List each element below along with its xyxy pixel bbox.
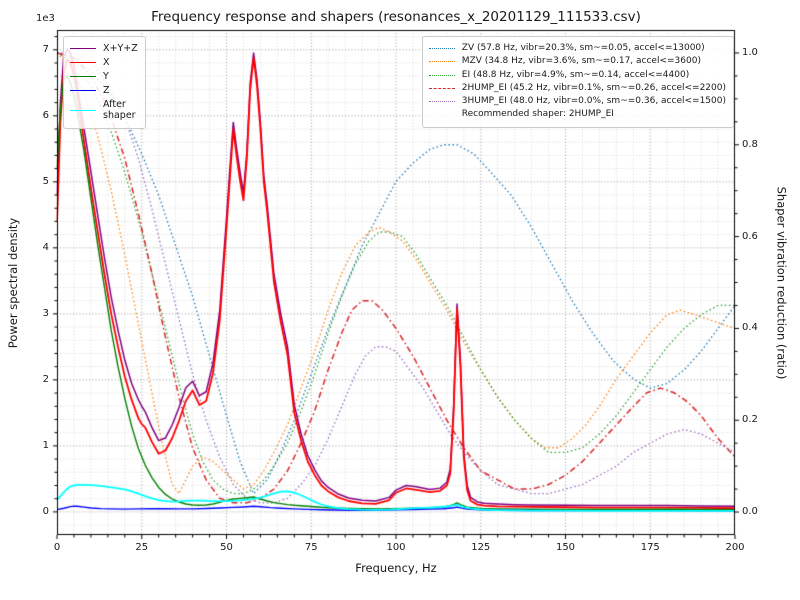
y-axis-offset-text: 1e3: [36, 13, 55, 24]
chart-title: Frequency response and shapers (resonanc…: [151, 9, 641, 25]
legend-label: MZV (34.8 Hz, vibr=3.6%, sm~=0.17, accel…: [461, 56, 701, 67]
x-tick-label: 75: [304, 542, 318, 553]
legend-label: X: [103, 56, 110, 68]
legend-line-sample: [428, 87, 455, 89]
legend-item: ZV (57.8 Hz, vibr=20.3%, sm~=0.05, accel…: [428, 43, 726, 54]
x-axis-label: Frequency, Hz: [355, 561, 437, 575]
legend-line-sample: [70, 109, 96, 111]
legend-item: X: [70, 57, 138, 69]
legend-label: 2HUMP_EI (45.2 Hz, vibr=0.1%, sm~=0.26, …: [461, 82, 726, 93]
legend-line-sample: [428, 74, 455, 76]
legend-item: Recommended shaper: 2HUMP_EI: [429, 109, 726, 120]
y-left-tick-label: 7: [42, 43, 49, 55]
y-right-tick-label: 0.0: [742, 506, 758, 518]
y-left-tick-label: 6: [42, 109, 49, 121]
legend-label: After shaper: [103, 98, 136, 122]
legend-spacer: [429, 114, 455, 115]
legend-line-sample: [70, 62, 96, 64]
x-tick-label: 150: [555, 542, 576, 553]
y-right-tick-label: 0.4: [742, 322, 758, 334]
legend-item: EI (48.8 Hz, vibr=4.9%, sm~=0.14, accel<…: [428, 69, 726, 81]
y-axis-label-right: Shaper vibration reduction (ratio): [774, 186, 789, 379]
legend-shapers: ZV (57.8 Hz, vibr=20.3%, sm~=0.05, accel…: [421, 36, 734, 128]
legend-item: 2HUMP_EI (45.2 Hz, vibr=0.1%, sm~=0.26, …: [428, 82, 726, 94]
y-left-tick-label: 0: [42, 505, 49, 517]
legend-line-sample: [70, 48, 96, 50]
y-left-tick-label: 2: [42, 373, 49, 385]
legend-item: X+Y+Z: [70, 43, 138, 55]
x-tick-label: 50: [220, 542, 233, 553]
y-left-tick-label: 4: [42, 241, 49, 253]
x-tick-label: 25: [135, 542, 149, 553]
x-tick-label: 200: [725, 542, 745, 553]
legend-label: X+Y+Z: [103, 43, 138, 54]
y-right-tick-label: 1.0: [742, 46, 758, 58]
legend-item: 3HUMP_EI (48.0 Hz, vibr=0.0%, sm~=0.36, …: [428, 96, 726, 107]
x-tick-label: 125: [471, 542, 491, 553]
legend-line-sample: [428, 101, 455, 103]
legend-label: Y: [103, 70, 109, 82]
legend-label: Z: [103, 84, 110, 96]
legend-psd: X+Y+Z X Y Z After shaper: [63, 36, 146, 130]
legend-line-sample: [70, 90, 96, 92]
y-left-tick-label: 1: [42, 439, 49, 451]
legend-line-sample: [70, 76, 96, 78]
legend-line-sample: [428, 48, 455, 50]
legend-item: After shaper: [70, 99, 138, 123]
y-axis-label-left: Power spectral density: [6, 217, 21, 348]
legend-item: Z: [70, 85, 138, 97]
legend-label: Recommended shaper: 2HUMP_EI: [461, 109, 614, 120]
y-right-tick-label: 0.8: [742, 138, 758, 150]
legend-label: 3HUMP_EI (48.0 Hz, vibr=0.0%, sm~=0.36, …: [461, 96, 726, 106]
x-tick-label: 175: [640, 542, 660, 553]
x-tick-label: 100: [386, 542, 406, 553]
y-left-tick-label: 5: [42, 175, 49, 187]
legend-item: MZV (34.8 Hz, vibr=3.6%, sm~=0.17, accel…: [428, 56, 726, 67]
y-right-tick-label: 0.2: [742, 414, 758, 426]
legend-item: Y: [70, 71, 138, 83]
y-right-tick-label: 0.6: [742, 230, 758, 242]
legend-line-sample: [428, 61, 455, 63]
legend-label: ZV (57.8 Hz, vibr=20.3%, sm~=0.05, accel…: [461, 43, 705, 53]
legend-label: EI (48.8 Hz, vibr=4.9%, sm~=0.14, accel<…: [461, 69, 690, 80]
x-tick-label: 0: [53, 542, 61, 553]
y-left-tick-label: 3: [42, 307, 49, 319]
